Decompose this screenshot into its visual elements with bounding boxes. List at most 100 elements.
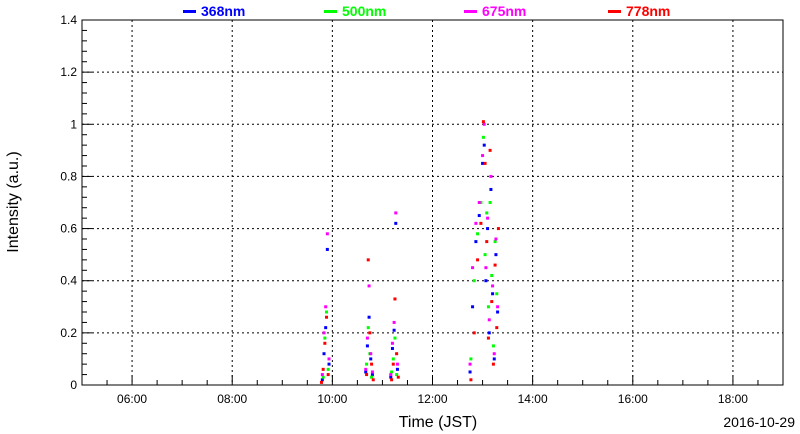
data-point [469,357,473,361]
data-point [395,352,399,356]
data-point [369,352,373,356]
data-point [481,135,485,139]
data-point [392,320,396,324]
y-tick-label: 1.2 [60,65,77,79]
data-point [490,300,494,304]
data-point [477,201,481,204]
y-axis-label: Intensity (a.u.) [5,151,22,252]
data-point [370,370,374,374]
data-point [477,214,481,218]
data-point [495,292,499,296]
x-axis-label: Time (JST) [399,414,478,431]
data-point [391,357,395,361]
data-point [325,232,329,236]
data-point [491,292,495,296]
data-point [471,266,475,270]
data-point [489,174,493,178]
data-point [370,375,374,379]
data-point [322,331,326,335]
data-point [370,373,374,377]
data-point [487,318,491,322]
legend-swatch [464,10,477,13]
x-tick-label: 18:00 [718,392,748,406]
data-point [371,378,375,382]
date-label: 2016-10-29 [723,414,795,430]
data-point [391,362,395,366]
data-point [486,216,490,220]
data-point [490,274,494,277]
legend-swatch [183,10,196,13]
y-tick-label: 0.2 [60,326,77,340]
data-point [364,370,368,374]
data-point [369,357,373,361]
legend: 368nm 500nm 675nm 778nm [183,3,670,19]
data-point [474,221,478,225]
y-tick-label: 1.4 [60,13,77,27]
data-point [365,344,369,348]
data-point [390,341,394,345]
data-point [496,310,500,314]
data-point [367,284,371,288]
data-point [389,373,393,377]
data-point [364,367,368,371]
data-point [495,326,499,330]
x-tick-label: 16:00 [618,392,648,406]
data-point [474,240,478,244]
data-point [469,378,473,382]
y-tick-label: 1 [70,117,77,131]
y-tick-label: 0.6 [60,222,77,236]
data-point [394,221,398,225]
data-point [370,362,374,366]
data-point [476,258,480,262]
data-point [366,258,370,262]
data-point [491,344,495,348]
data-point [481,154,485,158]
data-point [324,326,328,330]
data-point [321,367,325,371]
x-tick-label: 10:00 [317,392,347,406]
x-tick-label: 14:00 [518,392,548,406]
data-point [483,253,487,257]
data-points [320,120,500,384]
x-tick-label: 06:00 [117,392,147,406]
data-point [368,331,372,335]
data-point [327,362,331,366]
x-tick-label: 08:00 [217,392,247,406]
data-point [394,211,398,215]
data-point [484,279,488,283]
data-point [481,161,485,165]
data-point [390,378,394,382]
data-point [366,326,370,330]
data-point [491,284,495,288]
data-point [476,232,480,236]
data-point [393,297,397,301]
data-point [323,341,327,345]
data-point [392,328,396,332]
x-tick-label: 12:00 [417,392,447,406]
data-point [496,305,500,309]
data-point [321,375,325,379]
axis-ticks [82,19,759,386]
data-point [325,315,329,319]
data-point [320,380,324,384]
data-point [492,357,496,361]
data-point [488,201,492,204]
data-point [489,187,493,191]
data-point [493,240,497,244]
data-point [486,305,490,309]
legend-label: 675nm [482,3,526,19]
data-point [485,240,489,244]
data-point [393,336,397,340]
data-point [491,362,495,366]
y-tick-label: 0 [70,378,77,392]
data-point [486,336,490,340]
data-point [468,370,472,374]
data-point [496,227,500,231]
data-point [482,143,486,147]
data-point [485,211,489,215]
data-point [479,221,483,225]
data-point [395,367,399,371]
data-point [471,305,475,309]
data-point [486,227,490,231]
legend-swatch [324,10,337,13]
